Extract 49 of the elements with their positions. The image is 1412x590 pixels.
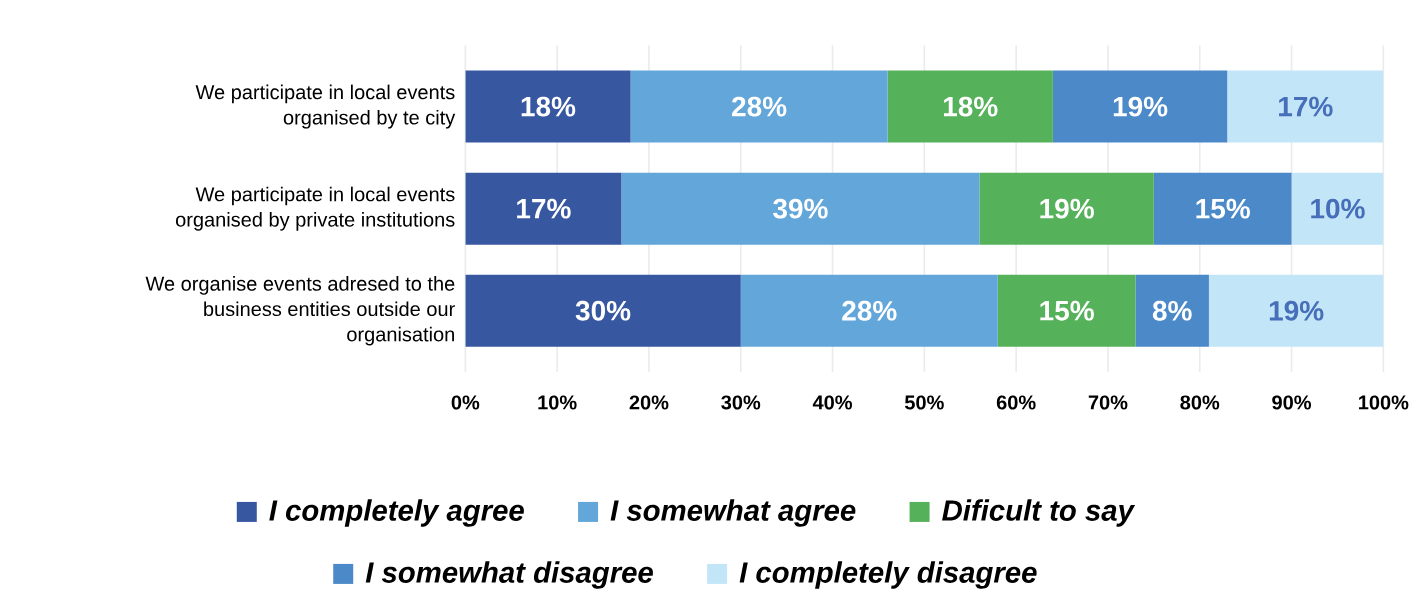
data-label: 19%	[1113, 96, 1168, 117]
bar	[1227, 70, 1384, 143]
legend-label: Dificult to say	[942, 499, 1136, 527]
y-tick-label: We organise events adresed to the business entities outside our organisation	[145, 276, 455, 346]
legend-label: I somewhat disagree	[365, 561, 653, 589]
x-tick-label: 90%	[1272, 395, 1312, 410]
x-tick-label: 80%	[1180, 395, 1220, 410]
bar	[979, 172, 1154, 245]
y-tick-label: We participate in local events organised by te city	[195, 84, 456, 129]
bar	[1052, 70, 1228, 143]
data-label: 18%	[943, 96, 998, 117]
data-label: 30%	[575, 300, 631, 321]
data-label: 17%	[517, 198, 571, 219]
bar	[630, 70, 888, 143]
bar	[740, 274, 998, 347]
data-label: 39%	[773, 198, 828, 219]
bar	[1135, 274, 1209, 347]
x-tick-label: 20%	[629, 395, 669, 410]
x-tick-label: 100%	[1359, 395, 1409, 410]
data-label: 15%	[1040, 300, 1094, 321]
data-label: 28%	[732, 96, 787, 117]
bar	[1153, 172, 1292, 245]
data-label: 17%	[1279, 96, 1333, 117]
legend-label: I completely agree	[269, 499, 524, 527]
data-label: 18%	[521, 96, 576, 117]
bar	[621, 172, 980, 245]
x-tick-label: 50%	[904, 395, 944, 410]
y-tick-label: We participate in local events organised by private institutions	[175, 186, 455, 231]
legend-label: I completely disagree	[739, 561, 1037, 589]
bar	[887, 70, 1053, 143]
bar	[1208, 274, 1384, 347]
data-label: 10%	[1311, 198, 1365, 219]
data-label: 8%	[1152, 300, 1192, 321]
data-label: 15%	[1196, 198, 1250, 219]
bar	[1291, 172, 1384, 245]
bar	[997, 274, 1136, 347]
bar	[465, 274, 741, 347]
legend-label: I somewhat agree	[610, 499, 856, 527]
x-tick-label: 0%	[451, 395, 480, 410]
x-tick-label: 10%	[538, 395, 577, 410]
x-tick-label: 60%	[996, 395, 1036, 410]
x-tick-label: 30%	[721, 395, 761, 410]
x-tick-label: 70%	[1088, 395, 1128, 410]
data-label: 19%	[1040, 198, 1094, 219]
x-tick-label: 40%	[812, 395, 853, 410]
bar	[465, 70, 631, 143]
bar	[465, 172, 622, 245]
data-label: 28%	[842, 300, 897, 321]
data-label: 19%	[1269, 300, 1324, 321]
